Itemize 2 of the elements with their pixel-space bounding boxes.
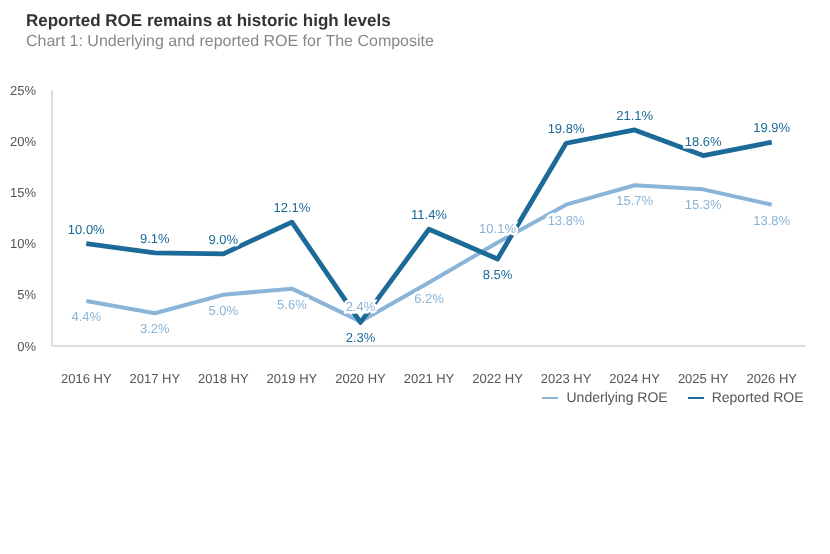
chart-subtitle: Chart 1: Underlying and reported ROE for The Composite xyxy=(26,32,434,50)
chart-title: Reported ROE remains at historic high levels xyxy=(26,10,391,30)
